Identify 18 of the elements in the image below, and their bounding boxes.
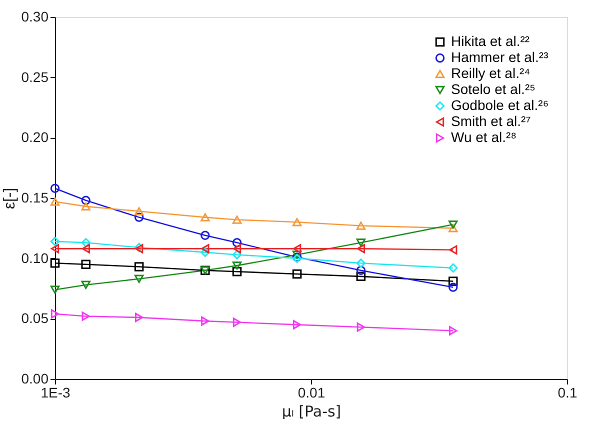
y-tick-label: 0.15 [21, 190, 49, 206]
legend-label: Sotelo et al.²⁵ [451, 81, 536, 97]
y-tick-label: 0.25 [21, 68, 49, 85]
y-tick-label: 0.10 [21, 250, 49, 266]
legend-label: Godbole et al.²⁶ [451, 97, 549, 113]
legend-label: Reilly et al.²⁴ [451, 65, 530, 81]
x-tick-label: 0.1 [558, 384, 578, 400]
legend-label: Smith et al.²⁷ [451, 113, 531, 129]
y-tick-label: 0.30 [21, 8, 49, 24]
y-tick-label: 0.20 [21, 129, 49, 146]
y-tick-label: 0.00 [21, 370, 49, 386]
legend-label: Hikita et al.²² [451, 33, 530, 49]
x-tick-label: 0.01 [298, 384, 326, 400]
legend-label: Hammer et al.²³ [451, 49, 549, 65]
x-tick-label: 1E-3 [40, 384, 70, 400]
legend-label: Wu et al.²⁸ [451, 129, 517, 145]
y-axis-title: ε[-] [1, 188, 18, 210]
y-tick-label: 0.05 [21, 310, 49, 326]
